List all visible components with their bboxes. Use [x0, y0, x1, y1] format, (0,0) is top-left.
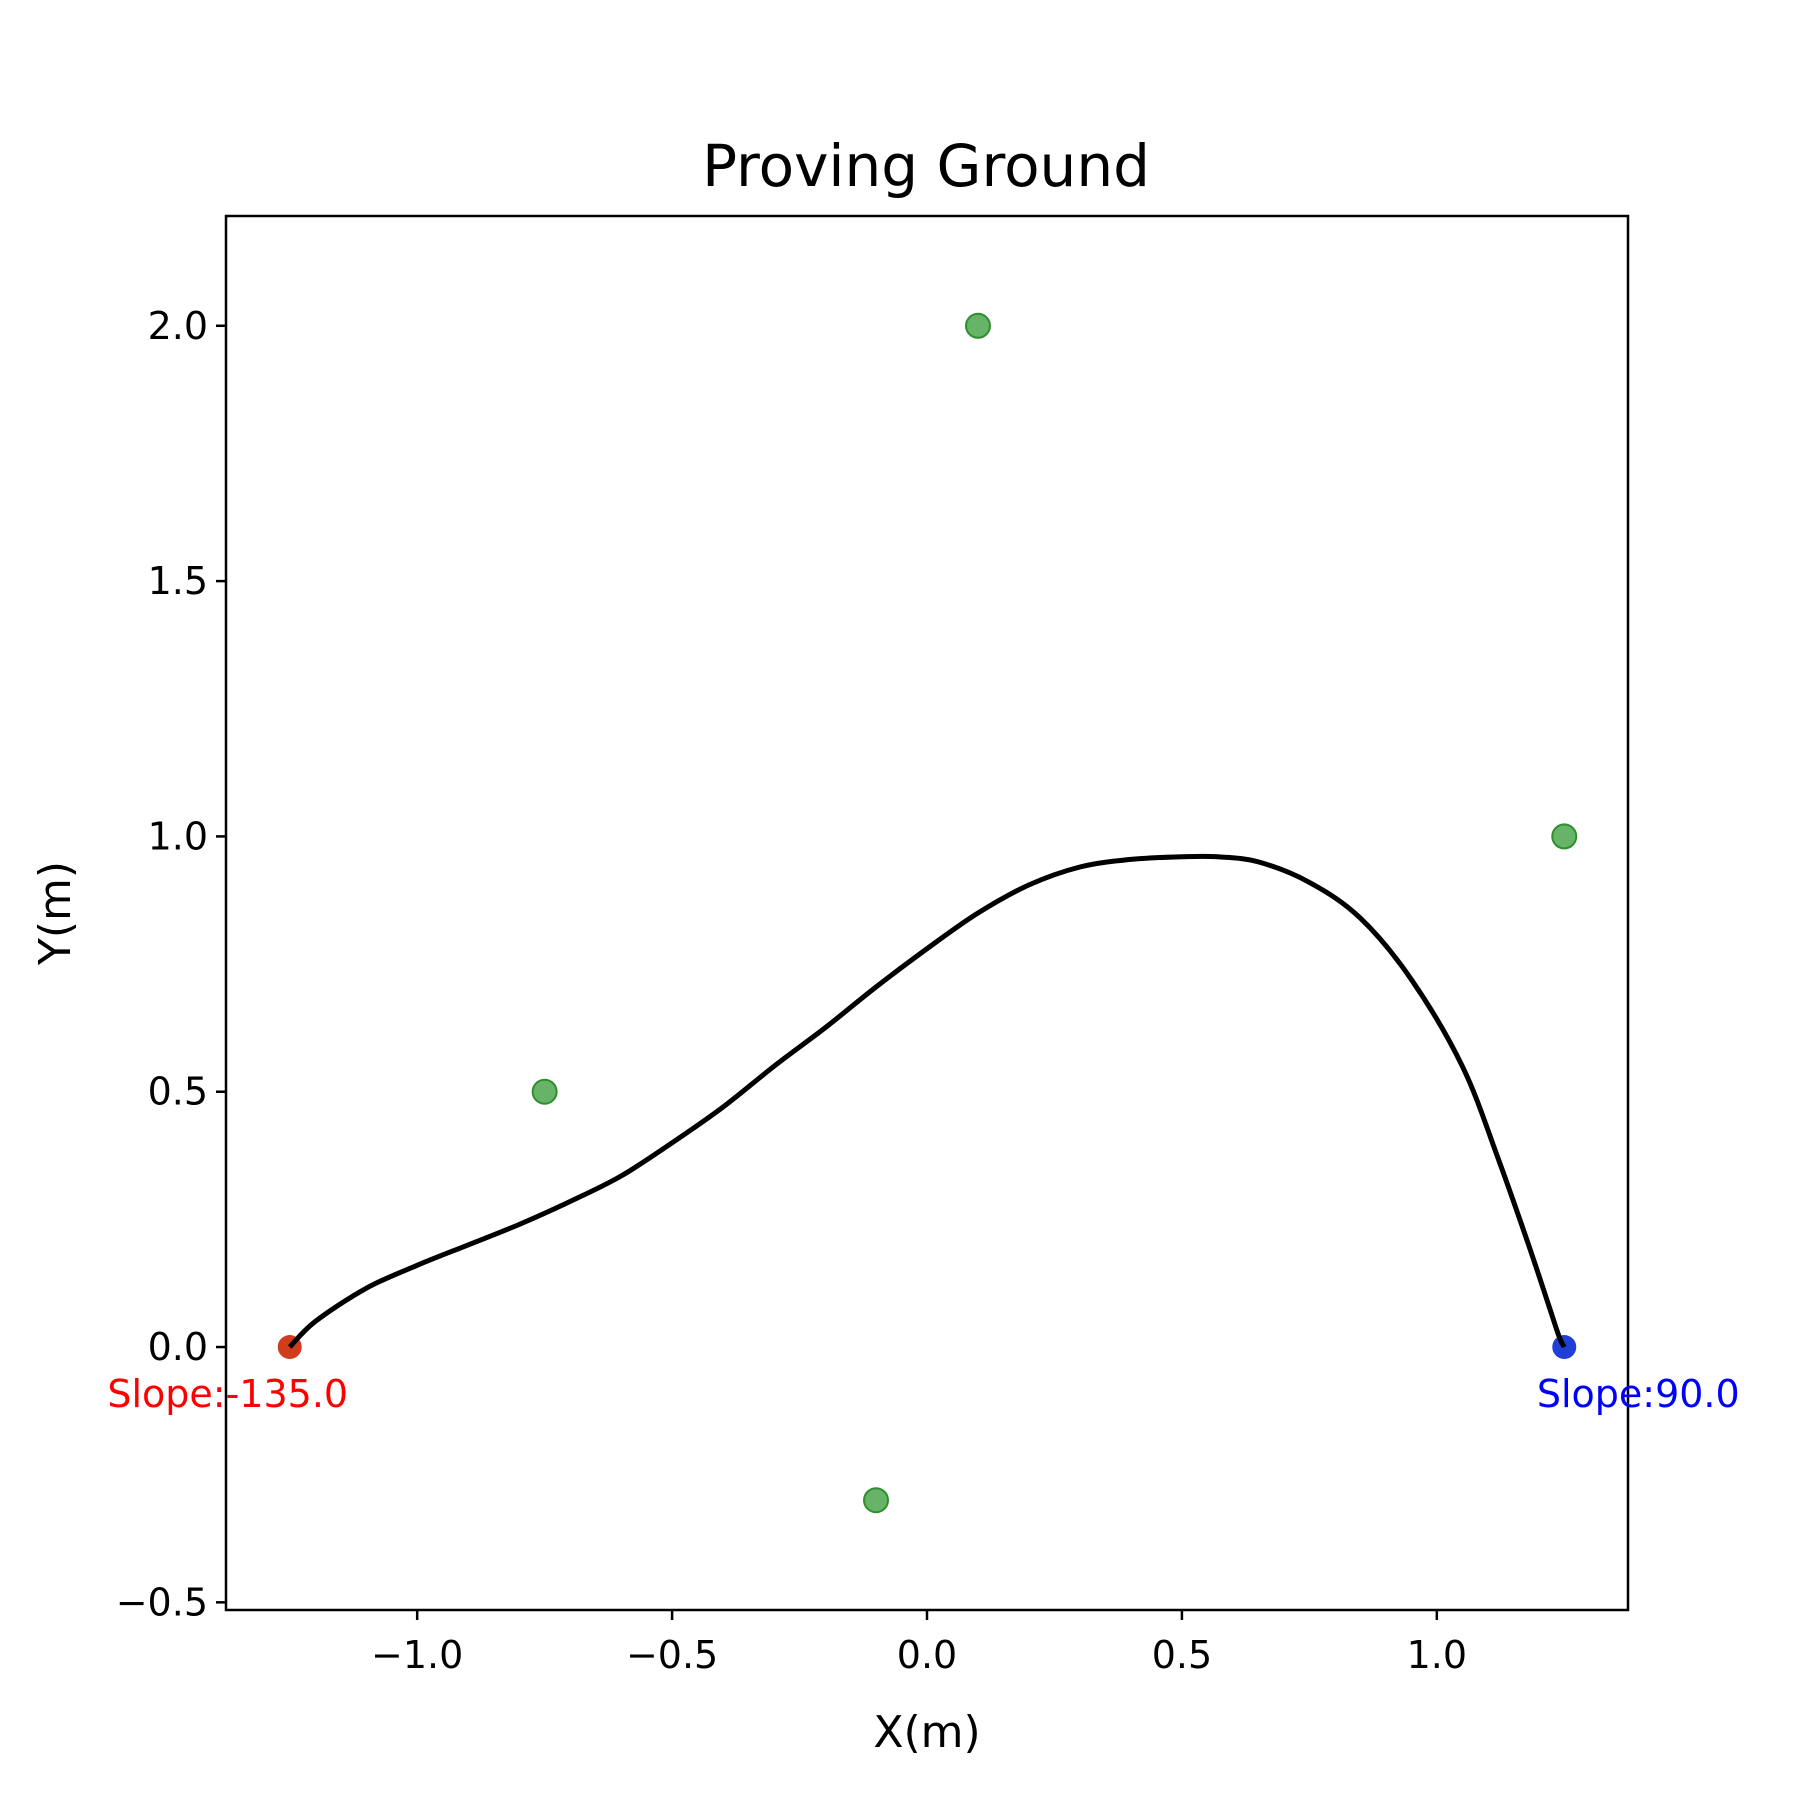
x-tick-label: 0.0	[897, 1633, 957, 1677]
waypoint-marker	[964, 312, 991, 339]
series-layer: Slope:-135.0 Slope:90.0	[107, 312, 1740, 1514]
y-tick-label: −0.5	[116, 1580, 208, 1624]
end-point-marker	[1552, 1335, 1577, 1360]
x-tick-label: −0.5	[626, 1633, 718, 1677]
y-tick-label: 0.0	[148, 1325, 208, 1369]
y-axis-ticks: −0.5 0.0 0.5 1.0 1.5 2.0	[116, 304, 226, 1624]
y-tick-label: 2.0	[148, 304, 208, 348]
waypoint-marker	[863, 1487, 890, 1514]
chart-title: Proving Ground	[702, 132, 1150, 200]
x-axis-ticks: −1.0 −0.5 0.0 0.5 1.0	[371, 1610, 1467, 1677]
x-tick-label: 0.5	[1152, 1633, 1212, 1677]
x-tick-label: 1.0	[1407, 1633, 1467, 1677]
y-tick-label: 1.0	[148, 814, 208, 858]
waypoint-marker	[1551, 823, 1578, 850]
y-axis-label: Y(m)	[30, 861, 81, 966]
x-tick-label: −1.0	[371, 1633, 463, 1677]
y-tick-label: 0.5	[148, 1070, 208, 1114]
start-slope-label: Slope:-135.0	[107, 1372, 348, 1416]
waypoint-marker	[531, 1078, 558, 1105]
x-axis-label: X(m)	[873, 1707, 980, 1758]
y-tick-label: 1.5	[148, 559, 208, 603]
trajectory-line	[287, 853, 1567, 1349]
end-slope-label: Slope:90.0	[1537, 1372, 1740, 1416]
plot-area-frame	[224, 214, 1630, 1612]
